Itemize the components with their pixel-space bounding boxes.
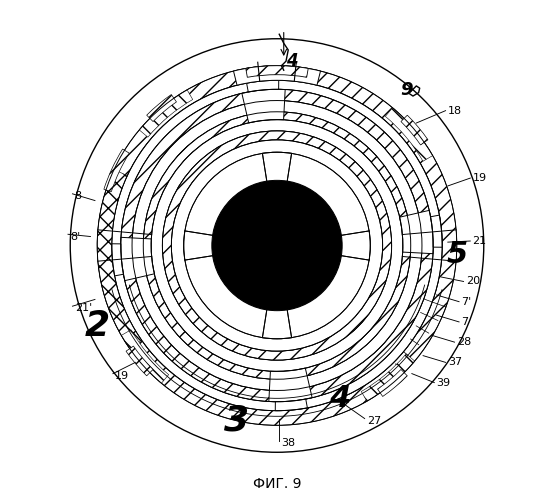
Wedge shape (171, 140, 383, 351)
Wedge shape (143, 112, 411, 379)
Text: 21: 21 (473, 236, 486, 246)
Text: ФИГ. 9: ФИГ. 9 (253, 476, 301, 490)
Wedge shape (399, 210, 433, 254)
Text: 3: 3 (224, 404, 249, 438)
Wedge shape (377, 370, 407, 396)
Wedge shape (112, 244, 124, 276)
Text: 27: 27 (367, 416, 381, 426)
Text: 4: 4 (286, 52, 297, 70)
Text: 4: 4 (329, 384, 351, 413)
Wedge shape (121, 330, 168, 383)
Text: 28: 28 (457, 337, 471, 347)
Wedge shape (233, 66, 321, 85)
Text: 9: 9 (400, 82, 413, 100)
Wedge shape (242, 90, 285, 123)
Wedge shape (121, 238, 155, 281)
Wedge shape (104, 149, 129, 192)
Wedge shape (361, 354, 415, 401)
Wedge shape (430, 215, 442, 247)
Text: 19: 19 (115, 371, 129, 381)
Wedge shape (386, 108, 433, 161)
Text: 8': 8' (70, 232, 80, 241)
Wedge shape (263, 152, 291, 181)
Wedge shape (112, 80, 442, 410)
Wedge shape (147, 94, 177, 122)
Wedge shape (401, 115, 428, 145)
Wedge shape (132, 100, 422, 391)
Text: 38: 38 (281, 438, 296, 448)
Wedge shape (263, 310, 291, 339)
Text: 2: 2 (85, 310, 110, 344)
Text: 19: 19 (473, 173, 486, 183)
Text: 7': 7' (461, 296, 471, 306)
Wedge shape (151, 120, 403, 372)
Wedge shape (269, 368, 312, 402)
Text: 39: 39 (437, 378, 451, 388)
Wedge shape (97, 170, 142, 348)
Text: 8: 8 (75, 191, 82, 201)
Text: 5: 5 (446, 240, 468, 269)
Text: 20: 20 (466, 276, 480, 286)
Wedge shape (184, 231, 213, 260)
Wedge shape (162, 131, 392, 360)
Wedge shape (341, 231, 370, 260)
Text: 21': 21' (75, 304, 92, 314)
Wedge shape (126, 346, 153, 376)
Text: 37: 37 (448, 358, 462, 368)
Wedge shape (97, 66, 457, 426)
Text: 7: 7 (461, 317, 469, 327)
Wedge shape (139, 90, 193, 137)
Wedge shape (246, 66, 308, 78)
Wedge shape (247, 80, 279, 92)
Text: 18: 18 (448, 106, 462, 116)
Wedge shape (275, 399, 307, 410)
Wedge shape (121, 90, 433, 402)
Circle shape (212, 180, 342, 310)
